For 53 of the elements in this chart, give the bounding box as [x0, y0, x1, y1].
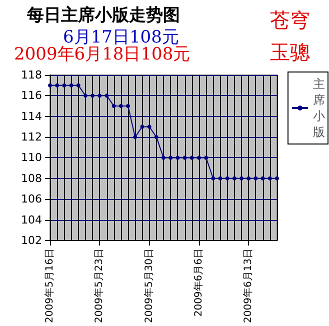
text: 苍穹	[270, 8, 310, 32]
point	[48, 83, 52, 88]
point	[154, 135, 158, 140]
point	[204, 156, 208, 160]
point	[62, 83, 66, 88]
point	[69, 83, 74, 88]
point	[104, 94, 109, 98]
y-tick-label: 110	[21, 151, 42, 164]
legend-label: 主席小版	[313, 77, 325, 139]
point	[176, 156, 180, 160]
point	[182, 156, 187, 160]
point	[133, 135, 138, 140]
point	[254, 176, 258, 180]
point	[168, 156, 173, 160]
y-tick-label: 106	[21, 192, 42, 206]
point	[55, 83, 60, 88]
point	[90, 94, 95, 98]
chart-title: 每日主席小版走势图	[26, 6, 180, 26]
y-tick-label: 112	[21, 130, 42, 144]
point	[147, 124, 152, 129]
point	[118, 104, 123, 108]
x-tick-label: 2009年5月30日	[142, 248, 155, 324]
point	[260, 176, 265, 180]
point	[196, 156, 201, 160]
point	[190, 156, 194, 160]
x-tick-label: 2009年6月6日	[192, 248, 204, 317]
point	[211, 176, 216, 180]
x-tick-label: 2009年5月23日	[93, 248, 106, 324]
y-tick-label: 116	[21, 89, 42, 102]
y-tick-label: 114	[21, 110, 42, 123]
point	[240, 176, 244, 180]
point	[225, 176, 230, 180]
y-tick-label: 118	[21, 68, 42, 82]
chart-subtitle: 6月17日108元	[63, 28, 179, 48]
point	[275, 176, 279, 180]
text: 2009年6月18日108元	[14, 44, 190, 64]
x-tick-label: 2009年6月13日	[242, 248, 254, 324]
point	[76, 83, 80, 88]
y-tick-label: 104	[21, 213, 42, 226]
point	[98, 94, 102, 98]
point	[112, 104, 116, 108]
point	[246, 176, 251, 180]
x-tick-label: 2009年5月16日	[44, 248, 56, 324]
point	[162, 156, 166, 160]
point	[232, 176, 236, 180]
point	[83, 94, 88, 98]
point	[218, 176, 222, 180]
y-tick-label: 108	[21, 172, 42, 185]
point	[268, 176, 272, 180]
point	[140, 124, 144, 129]
y-tick-label: 102	[21, 234, 42, 247]
point	[126, 104, 130, 108]
text: 玉骢	[270, 40, 310, 64]
